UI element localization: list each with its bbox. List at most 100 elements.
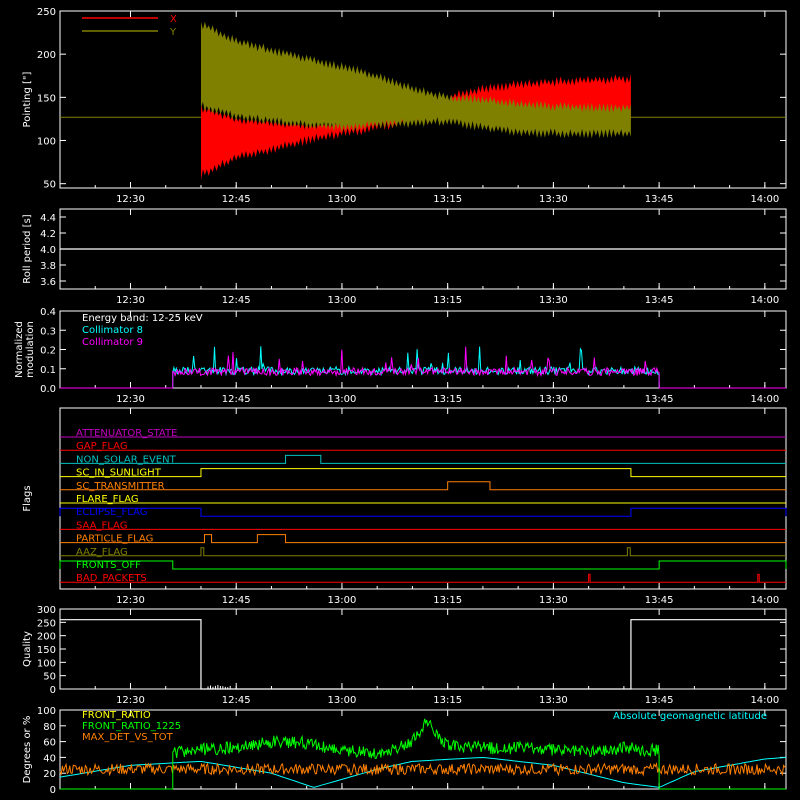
x-tick-label: 12:30 — [116, 295, 145, 306]
y-tick-label: 250 — [37, 7, 56, 18]
x-tick-label: 12:45 — [222, 394, 251, 405]
y-tick-label: 3.8 — [40, 261, 56, 272]
y-tick-label: 250 — [37, 618, 56, 629]
y-tick-label: 100 — [37, 658, 56, 669]
x-tick-label: 13:15 — [433, 394, 462, 405]
x-tick-label: 14:00 — [750, 394, 779, 405]
y-axis-label: Normalized — [14, 321, 25, 378]
legend-label-y: Y — [169, 27, 177, 38]
y-tick-label: 0.3 — [40, 326, 56, 337]
max-det-vs-tot-line — [59, 761, 787, 777]
pointing-band-x — [201, 73, 631, 180]
x-tick-label: 13:00 — [328, 194, 357, 205]
x-tick-label: 12:30 — [116, 394, 145, 405]
x-tick-label: 12:45 — [222, 194, 251, 205]
plot-frame — [59, 407, 787, 590]
front-ratio-1225-line — [60, 718, 786, 790]
y-tick-label: 40 — [43, 753, 56, 764]
x-tick-label: 13:45 — [645, 394, 674, 405]
y-tick-label: 50 — [43, 672, 56, 683]
y-tick-label: 4.4 — [40, 213, 56, 224]
x-tick-label: 12:30 — [116, 595, 145, 606]
modulation-panel: 12:30 12:45 13:00 13:15 13:30 13:45 14:00 0.0 0.… — [14, 307, 787, 405]
y-tick-label: 0.0 — [40, 384, 56, 395]
flags-panel: 12:30 12:45 13:00 13:15 13:30 13:45 14:00 Flags… — [22, 407, 787, 606]
ratios-legend-front-ratio-1225: FRONT_RATIO_1225 — [82, 721, 181, 732]
y-axis-label: modulation — [25, 321, 36, 378]
x-tick-label: 13:15 — [433, 194, 462, 205]
x-tick-label: 13:45 — [645, 295, 674, 306]
y-axis-label: Flags — [22, 485, 33, 511]
flag-label-attenuator_state: ATTENUATOR_STATE — [76, 428, 177, 439]
flag-label-particle_flag: PARTICLE_FLAG — [76, 534, 153, 545]
x-tick-label: 13:15 — [433, 295, 462, 306]
quality-panel: 12:30 12:45 13:00 13:15 13:30 13:45 14:00 0 50 10… — [22, 605, 787, 706]
geomagnetic-latitude-label: Absolute geomagnetic latitude — [613, 711, 767, 722]
y-axis-label: Roll period [s] — [22, 214, 33, 283]
legend-label-x: X — [170, 14, 177, 25]
x-tick-label: 13:30 — [539, 194, 568, 205]
x-tick-label: 14:00 — [750, 194, 779, 205]
y-tick-label: 0 — [50, 785, 56, 796]
x-tick-label: 14:00 — [750, 595, 779, 606]
x-tick-label: 14:00 — [750, 695, 779, 706]
x-tick-label: 12:30 — [116, 695, 145, 706]
flag-trace-eclipse_flag — [59, 507, 787, 517]
flag-label-gap_flag: GAP_FLAG — [76, 441, 128, 452]
pointing-panel: 12:30 12:45 13:00 13:15 13:30 13:45 14:00 50 100… — [22, 7, 787, 205]
flag-label-flare_flag: FLARE_FLAG — [76, 494, 139, 505]
y-tick-label: 0.2 — [40, 346, 56, 357]
y-tick-label: 4.0 — [40, 245, 56, 256]
y-axis-label: Degrees or % — [22, 716, 33, 784]
y-tick-label: 150 — [37, 645, 56, 656]
flag-label-sc_transmitter: SC_TRANSMITTER — [76, 481, 165, 492]
y-tick-label: 80 — [43, 722, 56, 733]
y-tick-label: 200 — [37, 632, 56, 643]
flag-trace-particle_flag — [60, 534, 786, 544]
x-tick-label: 12:45 — [222, 295, 251, 306]
modulation-series-9 — [172, 346, 660, 389]
flag-label-fronts_off: FRONTS_OFF — [76, 560, 141, 571]
x-tick-label: 13:00 — [328, 595, 357, 606]
flag-label-saa_flag: SAA_FLAG — [76, 520, 127, 531]
x-tick-label: 13:15 — [433, 695, 462, 706]
plot-frame — [59, 709, 787, 790]
x-tick-label: 13:30 — [539, 695, 568, 706]
y-tick-label: 0.4 — [40, 307, 56, 318]
x-tick-label: 13:00 — [328, 394, 357, 405]
flag-trace-aaz_flag — [60, 547, 786, 557]
energy-band-annotation: Energy band: 12-25 keV — [82, 313, 203, 324]
y-tick-label: 150 — [37, 93, 56, 104]
y-tick-label: 100 — [37, 137, 56, 148]
y-tick-label: 200 — [37, 50, 56, 61]
pointing-band-y — [201, 21, 631, 139]
flag-trace-fronts_off — [59, 560, 787, 570]
flag-trace-sc_in_sunlight — [60, 468, 786, 478]
x-tick-label: 13:30 — [539, 394, 568, 405]
y-tick-label: 4.2 — [40, 229, 56, 240]
flag-label-aaz_flag: AAZ_FLAG — [76, 547, 128, 558]
flag-trace-sc_transmitter — [60, 481, 786, 491]
plot-frame — [59, 10, 787, 189]
x-tick-label: 13:00 — [328, 695, 357, 706]
x-tick-label: 12:45 — [222, 695, 251, 706]
y-tick-label: 3.6 — [40, 277, 56, 288]
x-tick-label: 13:30 — [539, 595, 568, 606]
geomagnetic-latitude-line — [59, 756, 787, 788]
y-tick-label: 100 — [37, 706, 56, 717]
y-tick-label: 20 — [43, 769, 56, 780]
flag-label-bad_packets: BAD_PACKETS — [76, 573, 147, 584]
ratios-legend-max-det-vs-tot: MAX_DET_VS_TOT — [82, 732, 174, 743]
ratios-panel: 0 20 40 60 80 100 Degrees or % FRONT_RATIOFRONT… — [22, 706, 787, 796]
y-tick-label: 300 — [37, 605, 56, 616]
x-tick-label: 13:30 — [539, 295, 568, 306]
flag-label-non_solar_event: NON_SOLAR_EVENT — [76, 454, 177, 465]
flag-trace-non_solar_event — [60, 454, 786, 464]
x-tick-label: 13:00 — [328, 295, 357, 306]
x-tick-label: 13:45 — [645, 194, 674, 205]
y-tick-label: 50 — [43, 180, 56, 191]
flag-trace-bad_packets — [60, 573, 786, 583]
y-tick-label: 0.1 — [40, 365, 56, 376]
x-tick-label: 12:30 — [116, 194, 145, 205]
